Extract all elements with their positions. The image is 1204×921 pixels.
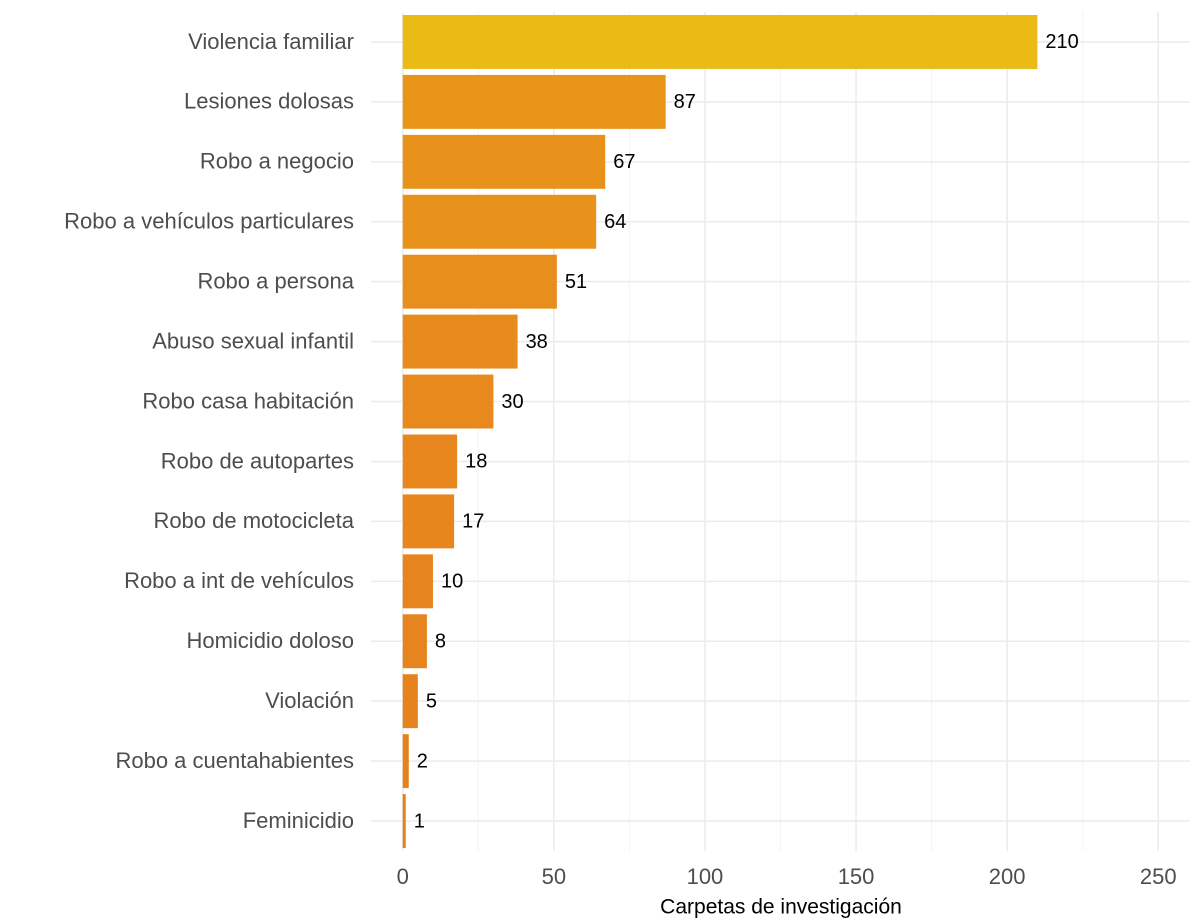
data-label: 30 (501, 391, 523, 413)
y-tick-label: Robo a persona (197, 268, 354, 293)
bar (402, 194, 597, 249)
y-tick-label: Violencia familiar (188, 29, 354, 54)
data-label: 67 (613, 151, 635, 173)
data-label: 38 (526, 331, 548, 353)
y-tick-label: Homicidio doloso (186, 628, 354, 653)
bar (402, 434, 458, 489)
data-label: 2 (417, 750, 428, 772)
data-label: 17 (462, 511, 484, 533)
x-tick-label: 0 (397, 864, 409, 889)
bar (402, 74, 666, 129)
data-label: 51 (565, 271, 587, 293)
bar (402, 494, 455, 549)
data-label: 1 (414, 810, 425, 832)
y-tick-label: Robo a cuentahabientes (115, 748, 354, 773)
x-tick-label: 200 (989, 864, 1026, 889)
y-tick-label: Robo de motocicleta (153, 508, 354, 533)
bar (402, 734, 409, 789)
data-label: 8 (435, 631, 446, 653)
data-label: 18 (465, 451, 487, 473)
bar (402, 374, 494, 429)
bar (402, 14, 1038, 69)
bar (402, 134, 606, 189)
bar (402, 554, 433, 609)
y-tick-label: Robo a vehículos particulares (64, 209, 354, 234)
data-label: 10 (441, 571, 463, 593)
data-label: 64 (604, 211, 626, 233)
x-tick-label: 50 (542, 864, 566, 889)
bar (402, 674, 418, 729)
x-tick-label: 150 (838, 864, 875, 889)
data-label: 87 (674, 91, 696, 113)
bar (402, 254, 557, 309)
x-tick-label: 100 (687, 864, 724, 889)
y-tick-label: Robo a negocio (200, 149, 354, 174)
y-tick-label: Feminicidio (243, 808, 354, 833)
data-label: 210 (1045, 31, 1078, 53)
bar (402, 614, 427, 669)
y-tick-label: Robo de autopartes (161, 448, 354, 473)
bar (402, 794, 406, 849)
y-tick-label: Violación (265, 688, 354, 713)
y-tick-label: Abuso sexual infantil (152, 328, 354, 353)
x-tick-label: 250 (1140, 864, 1177, 889)
bar (402, 314, 518, 369)
data-label: 5 (426, 690, 437, 712)
y-tick-label: Robo casa habitación (142, 388, 354, 413)
y-tick-label: Robo a int de vehículos (124, 568, 354, 593)
x-axis-label: Carpetas de investigación (660, 896, 902, 919)
y-tick-label: Lesiones dolosas (184, 89, 354, 114)
